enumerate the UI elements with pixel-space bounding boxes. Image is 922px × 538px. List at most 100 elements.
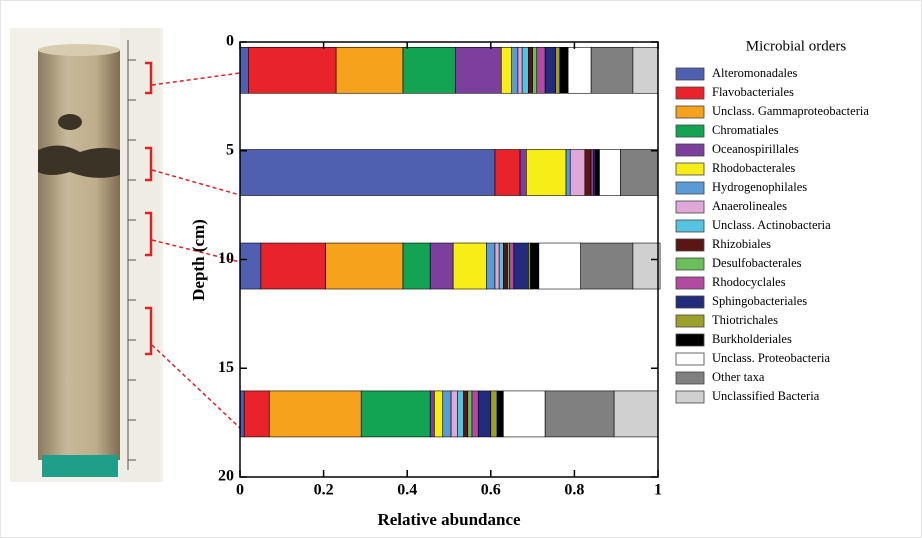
legend-label: Rhizobiales <box>712 237 771 251</box>
bar-segment <box>532 46 538 94</box>
legend-swatch <box>675 162 705 176</box>
bar-segment <box>517 46 523 94</box>
legend-label: Desulfobacterales <box>712 256 802 270</box>
legend-label: Burkholderiales <box>712 332 792 346</box>
bar-segment <box>360 390 431 438</box>
legend-swatch <box>675 86 705 100</box>
bar-segment <box>268 390 362 438</box>
ruler <box>120 28 160 482</box>
legend-swatch <box>675 276 705 290</box>
bar-segment <box>528 242 531 290</box>
bar-segment <box>239 242 262 290</box>
bar-segment <box>569 149 586 196</box>
legend-swatch <box>675 67 705 81</box>
x-tick-label: 0 <box>236 482 244 499</box>
legend-label: Sphingobacteriales <box>712 294 807 308</box>
bar-segment <box>239 46 249 94</box>
x-axis-label: Relative abundance <box>377 510 521 529</box>
legend-swatch <box>675 238 705 252</box>
y-tick-label: 0 <box>226 33 234 50</box>
x-tick-label: 0.4 <box>397 482 417 499</box>
legend-label: Unclass. Gammaproteobacteria <box>712 104 869 118</box>
x-tick-label: 0.8 <box>564 482 584 499</box>
bar-segment <box>239 149 496 196</box>
core-cap <box>42 455 118 477</box>
legend-swatch <box>675 105 705 119</box>
legend-swatch <box>675 371 705 385</box>
legend-label: Flavobacteriales <box>712 85 794 99</box>
bar-segment <box>467 390 473 438</box>
bar-segment <box>632 46 659 94</box>
legend-label: Unclassified Bacteria <box>712 389 820 403</box>
bar-segment <box>454 46 502 94</box>
legend-label: Unclass. Proteobacteria <box>712 351 830 365</box>
bar-segment <box>325 242 404 290</box>
legend-label: Oceanospirillales <box>712 142 799 156</box>
x-tick-label: 1 <box>654 482 662 499</box>
bar-segment <box>503 242 508 290</box>
bar-segment <box>503 390 546 438</box>
bar-segment <box>450 390 458 438</box>
y-tick-label: 5 <box>226 141 234 158</box>
bar-segment <box>528 46 533 94</box>
y-tick-label: 20 <box>218 468 234 485</box>
y-tick-label: 15 <box>218 359 234 376</box>
bar-segment <box>494 149 521 196</box>
ruler-ticks <box>127 40 136 470</box>
core-photo <box>10 28 241 482</box>
bar-segment <box>565 149 571 196</box>
bar-segment <box>580 242 634 290</box>
bar-segment <box>513 242 529 290</box>
legend-label: Unclass. Actinobacteria <box>712 218 831 232</box>
bar-segment <box>544 46 556 94</box>
bar-segment <box>494 242 500 290</box>
dark-spot <box>58 114 82 130</box>
legend-label: Rhodocyclales <box>712 275 786 289</box>
bar-segment <box>632 242 661 290</box>
bar-segment <box>509 242 515 290</box>
bar-segment <box>592 149 596 196</box>
bar-segment <box>613 390 659 438</box>
bar-segment <box>519 149 527 196</box>
legend-title: Microbial orders <box>746 38 847 54</box>
bar-segment <box>620 149 659 196</box>
bar-segment <box>434 390 444 438</box>
legend-swatch <box>675 257 705 271</box>
legend-label: Anaerolineales <box>712 199 787 213</box>
legend-swatch <box>675 333 705 347</box>
legend-swatch <box>675 181 705 195</box>
y-tick-label: 10 <box>218 250 234 267</box>
legend-swatch <box>675 143 705 157</box>
bar-segment <box>496 390 504 438</box>
bar-segment <box>530 242 540 290</box>
bar-segment <box>511 46 519 94</box>
dark-band <box>38 145 120 178</box>
legend-swatch <box>675 314 705 328</box>
legend-swatch <box>675 124 705 138</box>
legend-swatch <box>675 200 705 214</box>
bar-segment <box>243 390 270 438</box>
legend-swatch <box>675 295 705 309</box>
bar-segment <box>590 149 594 196</box>
legend-swatch <box>675 390 705 404</box>
bar-segment <box>544 390 615 438</box>
x-tick-label: 0.2 <box>314 482 334 499</box>
bar-segment <box>442 390 452 438</box>
y-axis-label: Depth (cm) <box>189 219 208 301</box>
legend-label: Chromatiales <box>712 123 779 137</box>
bar-segment <box>486 242 496 290</box>
legend-swatch <box>675 352 705 366</box>
bar-segment <box>402 46 456 94</box>
sample-brackets <box>145 61 153 356</box>
core-top <box>38 44 120 56</box>
bar-segment <box>452 242 487 290</box>
legend-label: Hydrogenophilales <box>712 180 807 194</box>
sediment-core <box>38 50 120 460</box>
bar-segment <box>490 390 498 438</box>
bar-segment <box>477 390 492 438</box>
bar-segment <box>248 46 337 94</box>
bar-segment <box>594 149 600 196</box>
bar-segment <box>335 46 404 94</box>
bar-segment <box>429 242 454 290</box>
